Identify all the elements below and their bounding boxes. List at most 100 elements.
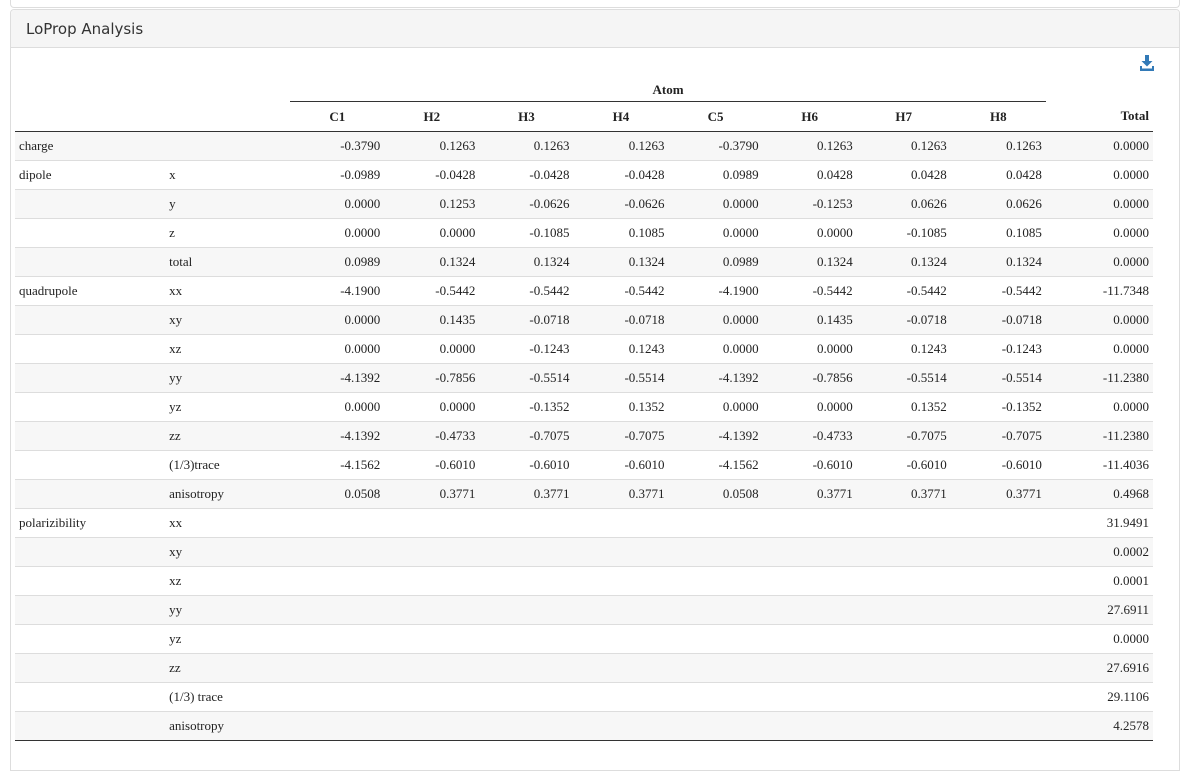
atom-value-cell: -4.1562 <box>290 450 385 480</box>
atom-value-cell: 0.3771 <box>762 479 857 509</box>
total-value-cell: 0.0000 <box>1045 189 1153 219</box>
atom-value-cell: 0.0626 <box>950 189 1046 219</box>
row-property-label <box>15 624 166 654</box>
row-property-label: polarizibility <box>15 508 166 538</box>
atom-value-cell: 0.0626 <box>856 189 951 219</box>
atom-value-cell: -0.5442 <box>384 276 480 306</box>
row-component-label: xx <box>165 276 291 306</box>
total-value-cell: -11.4036 <box>1045 450 1153 480</box>
atom-value-cell <box>573 653 669 683</box>
atom-value-cell: -0.4733 <box>762 421 857 451</box>
total-value-cell: 29.1106 <box>1045 682 1153 712</box>
atom-value-cell: -0.1253 <box>762 189 857 219</box>
atom-value-cell <box>668 508 763 538</box>
atom-value-cell <box>290 537 385 567</box>
atom-value-cell: 0.1324 <box>856 247 951 277</box>
atom-value-cell: 0.0000 <box>290 189 385 219</box>
atom-value-cell: -0.7075 <box>856 421 951 451</box>
atom-value-cell: 0.3771 <box>479 479 574 509</box>
atom-value-cell: 0.0989 <box>668 247 763 277</box>
atom-value-cell: 0.1243 <box>573 334 669 364</box>
atom-value-cell: 0.0508 <box>290 479 385 509</box>
header-spacer <box>1046 79 1153 102</box>
atom-value-cell <box>479 653 574 683</box>
row-property-label <box>15 479 166 509</box>
panel-title[interactable]: LoProp Analysis <box>11 10 1179 48</box>
atom-value-cell: 0.0428 <box>762 160 857 190</box>
atom-value-cell: -0.7856 <box>384 363 480 393</box>
atom-value-cell: 0.0989 <box>668 160 763 190</box>
total-value-cell: 0.0000 <box>1045 160 1153 190</box>
row-property-label <box>15 653 166 683</box>
atom-value-cell: 0.1324 <box>479 247 574 277</box>
atom-value-cell <box>668 653 763 683</box>
atom-value-cell <box>384 711 480 741</box>
atom-value-cell <box>668 595 763 625</box>
total-value-cell: 31.9491 <box>1045 508 1153 538</box>
atom-value-cell: 0.1263 <box>573 131 669 161</box>
atom-value-cell <box>762 537 857 567</box>
atom-value-cell: -4.1562 <box>668 450 763 480</box>
atom-value-cell: 0.0000 <box>668 305 763 335</box>
atom-value-cell <box>384 508 480 538</box>
atom-value-cell: 0.0000 <box>762 392 857 422</box>
total-value-cell: 27.6911 <box>1045 595 1153 625</box>
row-component-label: xy <box>165 537 291 567</box>
table-row: xy 0.0000 0.1435 -0.0718 -0.0718 0.0000 0.1435… <box>15 305 1153 335</box>
atom-value-cell: -4.1900 <box>668 276 763 306</box>
atom-value-cell <box>479 624 574 654</box>
total-value-cell: 0.0000 <box>1045 624 1153 654</box>
atom-value-cell <box>384 566 480 596</box>
column-header-atom: H4 <box>573 101 669 132</box>
row-property-label: quadrupole <box>15 276 166 306</box>
table-row: (1/3) trace 29.1106 <box>15 682 1153 712</box>
atom-value-cell: 0.1324 <box>950 247 1046 277</box>
row-component-label: xy <box>165 305 291 335</box>
table-row: anisotropy 4.2578 <box>15 711 1153 741</box>
table-row: charge -0.3790 0.1263 0.1263 0.1263 -0.3790 0.… <box>15 131 1153 161</box>
atom-value-cell <box>479 711 574 741</box>
atom-value-cell: -0.6010 <box>762 450 857 480</box>
atom-value-cell <box>950 624 1046 654</box>
atom-value-cell: -0.1085 <box>479 218 574 248</box>
atom-value-cell <box>573 508 669 538</box>
atom-value-cell <box>762 711 857 741</box>
atom-value-cell <box>479 682 574 712</box>
atom-value-cell <box>668 566 763 596</box>
atom-value-cell: -0.5514 <box>573 363 669 393</box>
atom-value-cell: -0.6010 <box>950 450 1046 480</box>
row-component-label: xz <box>165 566 291 596</box>
row-property-label <box>15 363 166 393</box>
atom-value-cell: -0.5442 <box>479 276 574 306</box>
row-component-label: zz <box>165 653 291 683</box>
atom-value-cell: 0.0000 <box>384 334 480 364</box>
atom-value-cell <box>384 624 480 654</box>
column-header-atom: H2 <box>384 101 480 132</box>
row-property-label <box>15 566 166 596</box>
row-property-label <box>15 682 166 712</box>
table-row: xz 0.0001 <box>15 566 1153 596</box>
row-property-label: dipole <box>15 160 166 190</box>
atom-value-cell <box>573 537 669 567</box>
atom-value-cell <box>479 595 574 625</box>
atom-value-cell: 0.1352 <box>573 392 669 422</box>
row-property-label <box>15 334 166 364</box>
row-component-label: anisotropy <box>165 711 291 741</box>
atom-value-cell <box>762 682 857 712</box>
row-component-label: x <box>165 160 291 190</box>
atom-value-cell: -0.1352 <box>950 392 1046 422</box>
column-header-atom: H3 <box>479 101 574 132</box>
table-row: anisotropy 0.0508 0.3771 0.3771 0.3771 0.0508… <box>15 479 1153 509</box>
atom-value-cell: -0.0428 <box>573 160 669 190</box>
atom-value-cell: 0.0000 <box>668 334 763 364</box>
header-spacer <box>15 101 166 132</box>
atom-value-cell <box>384 682 480 712</box>
atom-value-cell: 0.1263 <box>479 131 574 161</box>
download-icon[interactable] <box>1140 55 1154 71</box>
atom-value-cell <box>384 595 480 625</box>
row-property-label <box>15 189 166 219</box>
atom-value-cell <box>762 595 857 625</box>
row-property-label <box>15 595 166 625</box>
atom-value-cell <box>950 566 1046 596</box>
table-row: zz 27.6916 <box>15 653 1153 683</box>
